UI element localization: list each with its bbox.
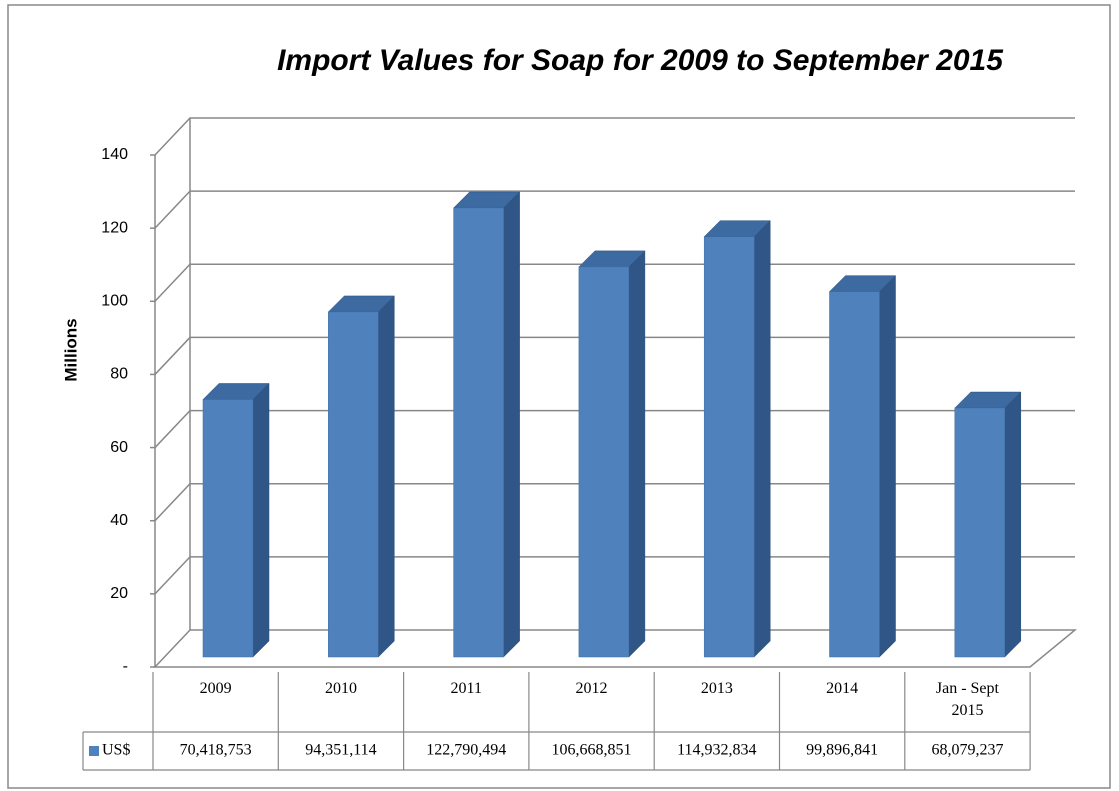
value-label: 106,668,851 [552,742,632,759]
bar-front [202,399,254,658]
grid-line [154,190,1075,229]
bar [703,220,771,658]
y-axis-label: Millions [61,318,80,381]
bar [578,250,646,658]
value-label: 114,932,834 [677,742,756,759]
chart-title: Import Values for Soap for 2009 to Septe… [277,44,1004,77]
grid-line [154,556,1075,595]
y-tick-label: - [123,658,128,675]
bar-front [703,236,755,658]
grid-line [154,263,1075,302]
grid-line [154,117,1075,156]
category-cell: 2011 [450,680,482,697]
bar-side [753,220,771,658]
y-tick-label: 40 [110,512,128,529]
y-tick-label: 100 [101,293,128,310]
bar-front [578,266,630,658]
bar [202,382,270,658]
y-tick-label: 80 [110,366,128,383]
bar-side [628,250,646,658]
category-cell: 2012 [575,680,608,697]
grid-line [154,482,1075,522]
y-tick-label: 60 [110,439,128,456]
value-label: 68,079,237 [931,742,1003,759]
value-label: 70,418,753 [180,742,252,759]
floor [153,629,1078,668]
legend-label: US$ [102,742,130,759]
category-cell: 2013 [700,680,733,697]
y-tick-label: 20 [110,585,128,602]
value-label: 94,351,114 [305,742,376,759]
chart-frame [7,4,1111,789]
bar-front [829,291,880,658]
x-tick-label: Jan - Sept 2015 [935,680,999,719]
bar [828,275,897,658]
bar-side [252,382,270,658]
bar [452,191,521,658]
bar-side [378,295,395,658]
bar-side [503,191,520,658]
x-tick-label: 2009 [199,680,232,697]
x-tick-label: 2014 [826,680,859,697]
value-label: 99,896,841 [806,742,878,759]
bar-side [1004,391,1022,658]
bar-front [453,207,504,658]
x-tick-label: 2010 [324,680,357,697]
x-tick-label: 2013 [700,680,733,697]
bar-side [879,275,896,658]
y-tick-label: 120 [101,219,128,236]
category-cell: 2009 [199,680,232,697]
x-tick-label: 2011 [450,680,482,697]
category-cell: 2010 [324,680,357,697]
bar-front [954,407,1006,658]
bar [954,391,1022,658]
legend-key [89,746,99,756]
category-cell: 2014 [826,680,859,697]
bar-front [328,311,379,658]
y-tick-label: 140 [101,146,128,163]
grid-line [154,336,1075,375]
bar [327,295,395,658]
value-label: 122,790,494 [426,742,506,759]
x-tick-label: 2012 [575,680,608,697]
grid-line [154,409,1075,449]
category-cell: Jan - Sept 2015 [935,680,999,719]
